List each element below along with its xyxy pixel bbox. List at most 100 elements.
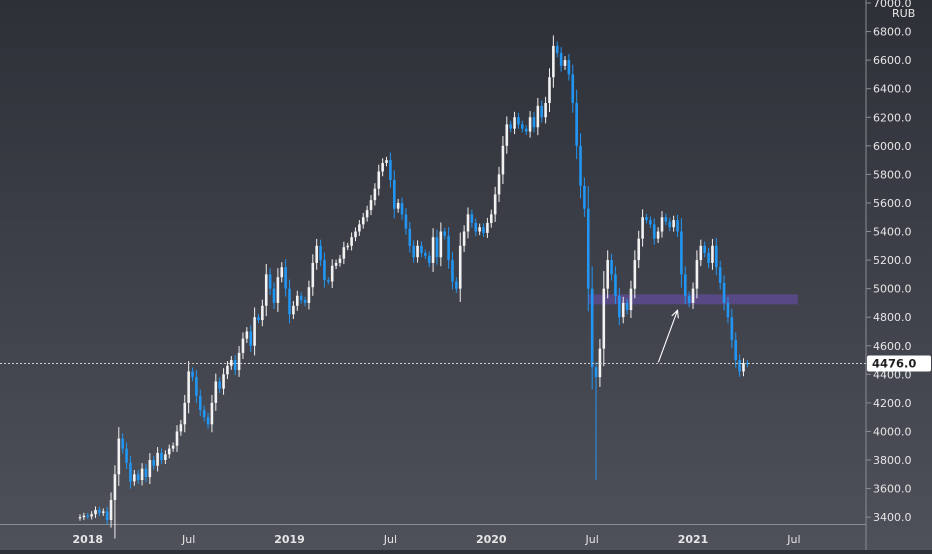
candle-body [579, 145, 582, 186]
candle-body [109, 500, 113, 520]
candle-body [575, 102, 578, 146]
candle-body [218, 381, 221, 389]
candle-body [156, 452, 159, 466]
price-tick-label: 5000.0 [873, 283, 912, 296]
price-tick-label: 5600.0 [873, 197, 912, 210]
candle-body [226, 365, 229, 375]
candle-body [594, 367, 598, 378]
candle-body [559, 52, 563, 66]
candle-body [695, 260, 699, 289]
price-tick-label: 5800.0 [873, 168, 912, 181]
price-tick-label: 4000.0 [873, 425, 912, 438]
candle-body [94, 510, 97, 515]
candle-body [354, 231, 357, 238]
candle-body [206, 417, 210, 425]
candle-body [598, 348, 602, 378]
candle-body [113, 474, 117, 501]
currency-label: RUB [892, 7, 915, 20]
candle-body [175, 431, 179, 446]
candle-body [420, 245, 423, 253]
candle-body [652, 224, 656, 239]
time-tick-label: 2018 [72, 533, 103, 546]
candle-body [427, 255, 431, 263]
candle-body [148, 460, 152, 478]
candle-body [292, 305, 295, 315]
price-tick-label: 5200.0 [873, 254, 912, 267]
time-axis[interactable]: 2018 Jul 2019 Jul 2020 Jul 2021 Jul [72, 533, 800, 546]
time-tick-label: 2020 [476, 533, 507, 546]
candle-body [129, 462, 132, 482]
candle-body [668, 221, 672, 228]
candle-body [187, 371, 190, 403]
candle-body [288, 288, 291, 315]
candle-body [136, 474, 140, 481]
candle-body [311, 262, 315, 288]
candle-body [489, 214, 493, 223]
candle-body [191, 371, 194, 378]
candle-body [664, 217, 668, 222]
candle-body [645, 217, 648, 221]
candle-body [424, 252, 427, 256]
candle-body [458, 245, 462, 289]
candle-body [140, 468, 144, 481]
candle-body [462, 231, 466, 246]
candle-body [505, 124, 509, 146]
candle-body [361, 217, 365, 225]
candle-body [179, 424, 183, 432]
candle-body [730, 317, 734, 341]
candle-body [198, 395, 202, 411]
candle-body [649, 220, 652, 225]
candle-body [373, 188, 377, 201]
candle-body [614, 274, 617, 296]
candle-body [133, 474, 136, 482]
candle-body [334, 262, 338, 266]
candle-body [303, 300, 307, 303]
candle-body [660, 217, 664, 232]
projection-arrow-shaft [657, 310, 679, 363]
candle-body [295, 295, 299, 306]
candle-body [237, 352, 241, 371]
candle-body [715, 245, 718, 268]
candle-body [392, 180, 396, 209]
candle-body [202, 410, 206, 418]
candle-body [443, 231, 447, 236]
candle-body [210, 402, 214, 425]
candle-body [447, 235, 450, 261]
annotation-layer [657, 309, 679, 363]
candle-body [342, 247, 346, 259]
candle-body [455, 281, 458, 289]
candle-body [466, 214, 470, 232]
candle-body [656, 231, 660, 239]
candle-body [214, 381, 218, 403]
candle-body [478, 227, 481, 232]
price-axis[interactable]: 3400.0 3600.0 3800.0 4000.0 4200.0 4400.0 4600… [866, 0, 912, 524]
candle-body [707, 252, 710, 263]
candle-body [676, 220, 679, 232]
candle-body [369, 200, 373, 211]
candle-body [249, 331, 253, 346]
candle-body [117, 438, 121, 475]
candle-body [435, 237, 439, 258]
time-tick-label: Jul [181, 533, 195, 546]
candle-body [327, 280, 330, 282]
candle-body [637, 238, 641, 261]
price-tick-label: 6200.0 [873, 111, 912, 124]
candle-body [590, 288, 594, 368]
candle-body [621, 302, 625, 318]
candle-body [625, 302, 629, 311]
price-tick-label: 6600.0 [873, 54, 912, 67]
candle-body [486, 222, 489, 233]
candle-body [734, 340, 738, 361]
candle-body [160, 452, 163, 461]
candle-body [195, 377, 198, 396]
time-tick-label: Jul [786, 533, 800, 546]
candle-body [602, 288, 606, 349]
candle-body [501, 145, 505, 175]
candle-body [164, 454, 167, 461]
candle-body [358, 224, 361, 232]
candle-body [571, 74, 575, 103]
time-tick-label: 2021 [678, 533, 709, 546]
candle-body [687, 295, 691, 303]
